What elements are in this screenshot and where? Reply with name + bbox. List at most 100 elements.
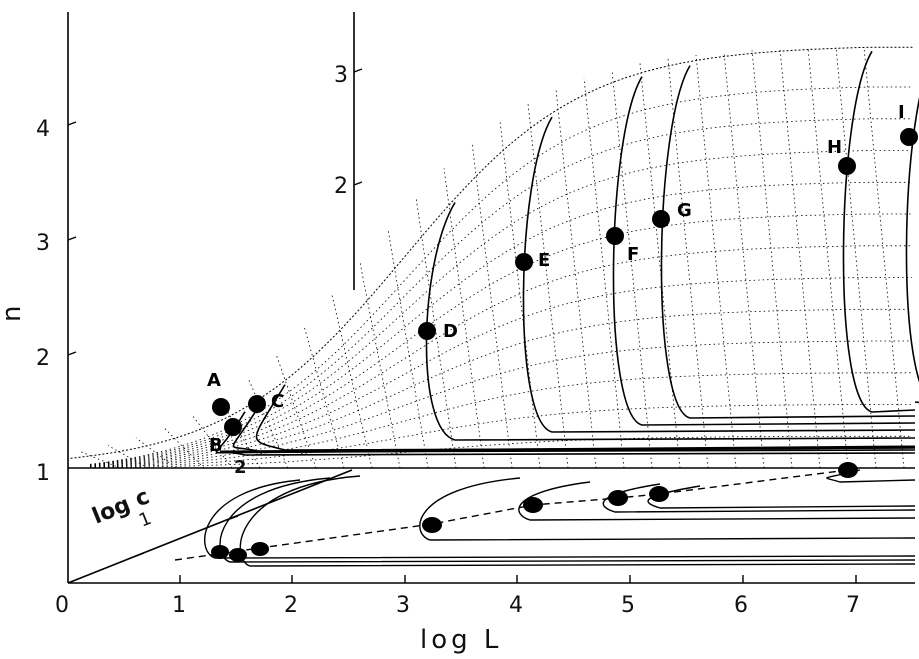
labelled-points: A B C D E F G H I	[207, 102, 918, 456]
x-tick-2: 2	[284, 593, 298, 618]
point-e-label: E	[538, 250, 550, 271]
point-i-label: I	[898, 102, 905, 123]
log-c-axis-line	[67, 469, 353, 584]
mesh-line	[247, 378, 289, 469]
mesh-line	[89, 181, 912, 466]
point-h-label: H	[827, 137, 842, 158]
point-i-marker	[900, 128, 918, 146]
x-tick-3: 3	[396, 593, 410, 618]
base-heavy-curve	[219, 445, 916, 454]
surface-curve	[522, 116, 916, 433]
mesh-line	[303, 325, 345, 469]
proj-point-e	[523, 497, 543, 513]
mesh-line	[89, 372, 912, 468]
surface-curve	[232, 400, 916, 453]
mesh-line	[89, 118, 912, 465]
c-tick-2: 2	[234, 457, 247, 478]
point-a-label: A	[207, 370, 221, 391]
tick-marks	[67, 68, 857, 583]
mesh-line	[443, 168, 485, 469]
proj-point-a	[211, 545, 229, 559]
mesh-line	[359, 262, 401, 469]
proj-point-f	[608, 490, 628, 506]
n-tick-1: 1	[36, 461, 50, 486]
point-d-marker	[418, 322, 436, 340]
log-l-tick-labels: 0 1 2 3 4 5 6 7	[55, 593, 860, 618]
surface-curve	[612, 76, 916, 426]
projected-points	[174, 462, 858, 562]
mesh-line	[331, 294, 373, 469]
point-a-marker	[212, 398, 230, 416]
mesh-line	[695, 54, 737, 469]
mesh-line	[863, 47, 905, 469]
surface-outline	[67, 46, 914, 468]
projected-curve	[219, 477, 916, 563]
mesh-line	[135, 437, 177, 469]
point-b-marker	[224, 418, 242, 436]
mesh-line	[89, 404, 912, 468]
mesh-line	[667, 58, 709, 469]
mesh-line	[89, 245, 912, 467]
projected-curve	[647, 485, 916, 509]
n-tick-labels: 1 2 3 4	[36, 117, 50, 486]
axes	[67, 12, 915, 584]
x-tick-0: 0	[55, 593, 69, 618]
surface-mesh	[67, 46, 914, 469]
proj-point-c	[251, 542, 269, 556]
point-g-label: G	[677, 200, 692, 221]
x-tick-4: 4	[509, 593, 523, 618]
mesh-line	[89, 150, 912, 466]
surface-curve	[425, 202, 916, 441]
mesh-line	[79, 451, 121, 469]
projected-curve	[204, 479, 916, 559]
mesh-line	[191, 414, 233, 469]
point-b-label: B	[209, 435, 223, 456]
point-g-marker	[652, 210, 670, 228]
point-f-label: F	[627, 244, 639, 265]
point-f-marker	[606, 227, 624, 245]
mesh-line	[471, 142, 513, 469]
point-c-marker	[248, 395, 266, 413]
projected-curve	[602, 483, 916, 513]
x-tick-1: 1	[172, 593, 186, 618]
n-tick-2: 2	[36, 346, 50, 371]
mesh-line	[89, 86, 912, 465]
mesh-line	[163, 427, 205, 469]
surface-curve	[255, 384, 916, 451]
mesh-line	[89, 213, 912, 466]
mesh-line	[89, 340, 912, 468]
mesh-line	[835, 47, 877, 469]
proj-point-g	[649, 486, 669, 502]
point-h-marker	[838, 157, 856, 175]
x-tick-6: 6	[734, 593, 748, 618]
projected-curve	[419, 477, 916, 541]
mesh-line	[807, 47, 849, 469]
x-tick-7: 7	[846, 593, 860, 618]
projected-curve	[518, 481, 916, 521]
surface-curves	[215, 50, 919, 456]
proj-point-d	[422, 517, 442, 533]
n-axis-label: n	[0, 306, 27, 322]
mesh-line	[415, 197, 457, 469]
proj-point-b	[229, 548, 247, 562]
back-tick-2: 2	[334, 174, 348, 199]
point-e-marker	[515, 253, 533, 271]
surface-curve	[660, 65, 916, 419]
mesh-line	[611, 69, 653, 469]
surface-curve	[905, 97, 919, 404]
mesh-line	[387, 229, 429, 469]
mesh-line	[639, 63, 681, 469]
surface-curve	[842, 50, 916, 413]
n-tick-3: 3	[36, 231, 50, 256]
mesh-line	[107, 445, 149, 469]
log-l-axis-label: log L	[420, 625, 502, 655]
mesh-line	[555, 89, 597, 469]
n-tick-4: 4	[36, 117, 50, 142]
proj-point-h	[838, 462, 858, 478]
mesh-line	[723, 52, 765, 469]
x-tick-5: 5	[621, 593, 635, 618]
back-tick-3: 3	[334, 63, 348, 88]
projected-curve	[239, 475, 916, 567]
projected-curves	[204, 469, 916, 567]
